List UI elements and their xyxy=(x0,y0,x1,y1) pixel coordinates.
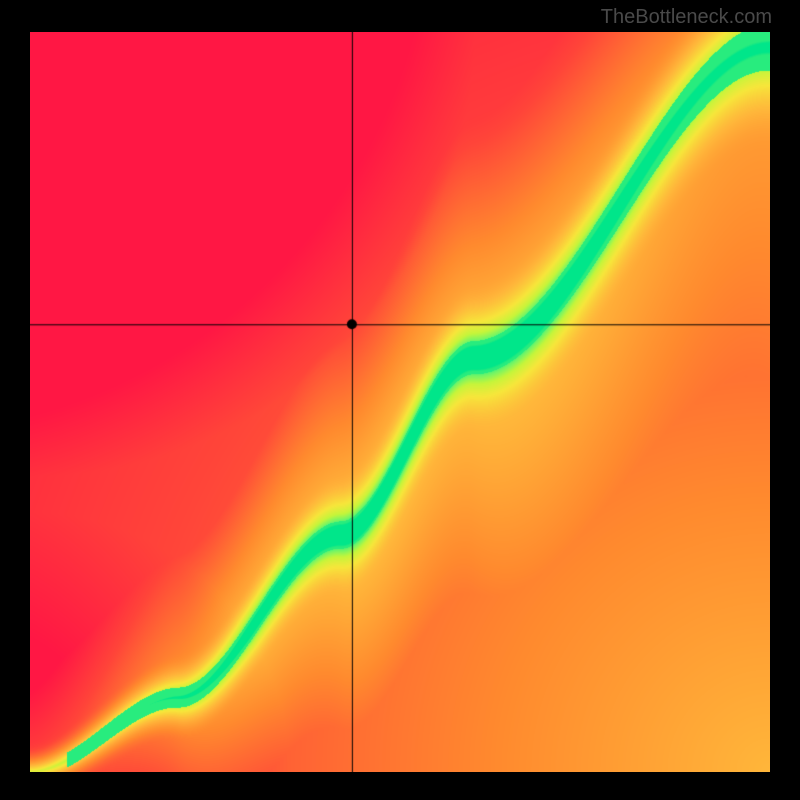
plot-area xyxy=(30,32,770,772)
crosshair-overlay xyxy=(30,32,770,772)
watermark-text: TheBottleneck.com xyxy=(601,6,772,29)
